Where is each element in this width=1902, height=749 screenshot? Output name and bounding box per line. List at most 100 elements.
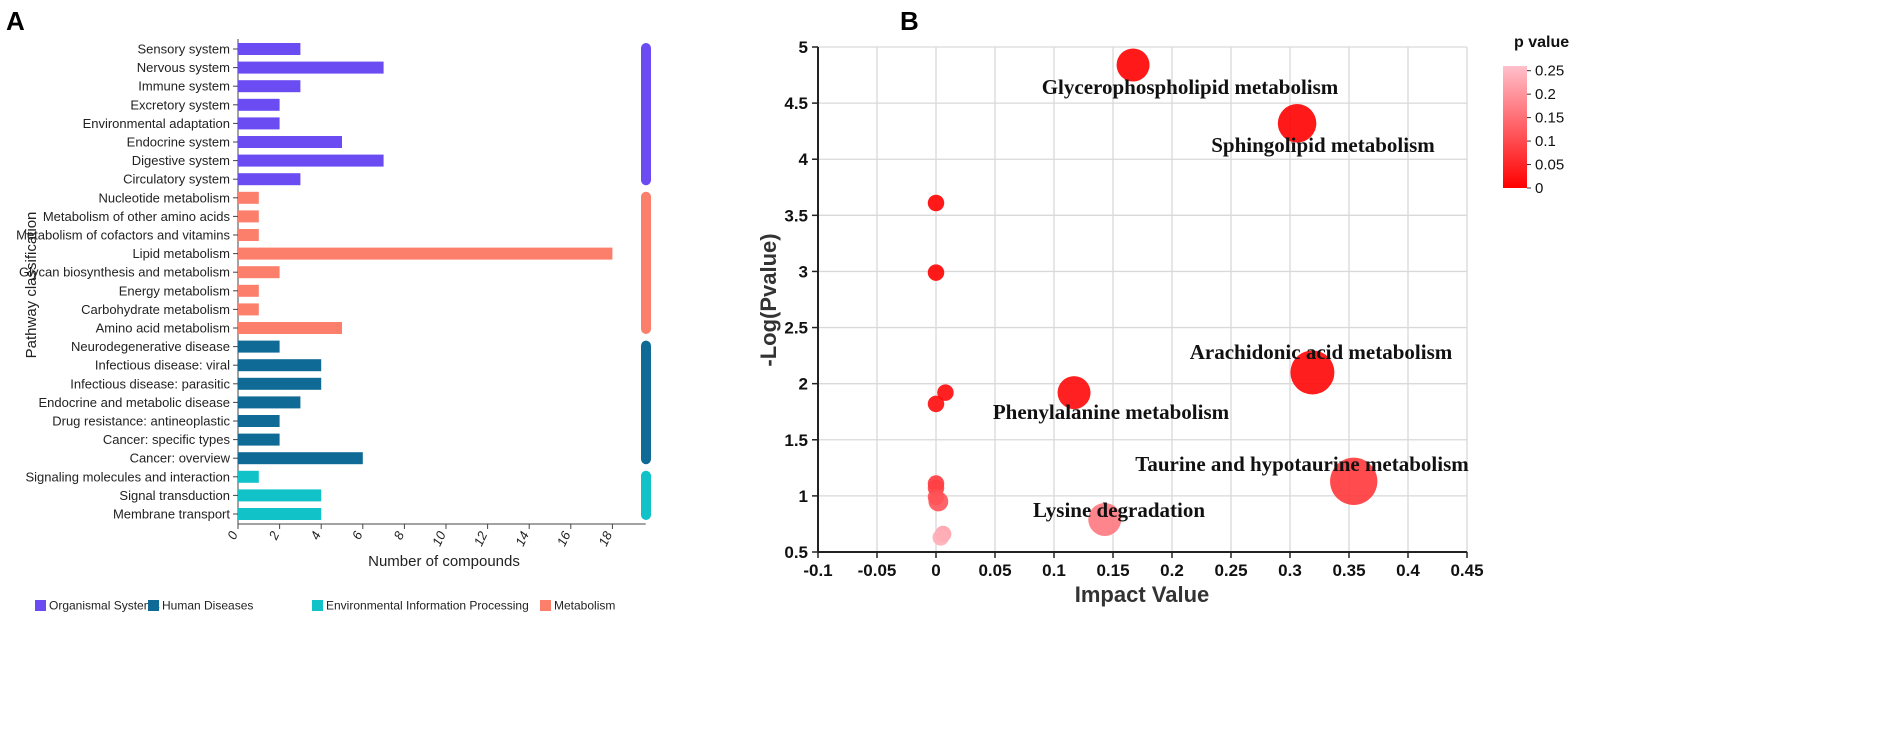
bubble-chart-impact-value: -0.1 -0.05 0 0.05 0.1 0.15 0.2 0.25 0.3 0.35 0.4 0.…: [756, 34, 1569, 607]
bar: [238, 452, 363, 465]
y-axis-title-a: Pathway classification: [23, 212, 40, 359]
bar: [238, 359, 322, 372]
category-label: Environmental adaptation: [83, 116, 230, 131]
x-tick-label-a: 18: [595, 528, 615, 548]
bar: [238, 229, 259, 241]
bar: [238, 322, 342, 334]
category-label: Infectious disease: viral: [95, 358, 230, 373]
colorbar-tick-label: 0: [1535, 180, 1543, 197]
legend-label: Environmental Information Processing: [326, 599, 529, 613]
x-tick-label-b: 0.45: [1450, 561, 1483, 580]
x-tick-label-b: 0.4: [1396, 561, 1420, 580]
bar: [238, 303, 259, 316]
x-tick-label-b: 0.15: [1096, 561, 1129, 580]
bubble: [937, 384, 954, 401]
bar: [238, 396, 301, 409]
colorbar-title: p value: [1514, 34, 1569, 51]
legend-swatch: [35, 600, 46, 611]
category-label: Circulatory system: [123, 172, 230, 187]
bar: [238, 433, 280, 446]
bar: [238, 470, 259, 483]
category-label: Endocrine system: [127, 135, 230, 150]
category-label: Immune system: [138, 79, 230, 94]
panel-a-letter: A: [6, 6, 25, 36]
x-tick-label-a: 0: [224, 528, 241, 542]
bubble: [927, 194, 945, 212]
bar: [238, 154, 384, 167]
group-side-bar: [641, 470, 651, 520]
bar: [238, 284, 259, 297]
bubble: [1116, 48, 1150, 82]
bar: [238, 136, 342, 148]
colorbar-tick-label: 0.2: [1535, 86, 1556, 103]
bar: [238, 508, 322, 520]
bubble: [1088, 502, 1122, 536]
legend-swatch: [148, 600, 159, 611]
bubble-label: Glycerophospholipid metabolism: [1042, 75, 1339, 99]
bubble: [932, 529, 949, 546]
category-label: Neurodegenerative disease: [71, 339, 230, 354]
bar-chart-pathway-classification: Sensory system Nervous system Immune syste…: [16, 39, 651, 613]
category-label: Nervous system: [137, 60, 230, 75]
x-tick-label-b: 0: [931, 561, 940, 580]
x-tick-label-b: -0.05: [858, 561, 897, 580]
colorbar-tick-label: 0.05: [1535, 157, 1564, 174]
x-tick-label-a: 2: [265, 528, 282, 542]
colorbar-tick-label: 0.25: [1535, 63, 1564, 80]
bubble-label: Sphingolipid metabolism: [1211, 133, 1435, 157]
y-tick-label-b: 3: [799, 262, 808, 281]
category-label: Signal transduction: [119, 488, 230, 503]
category-label: Nucleotide metabolism: [98, 190, 230, 205]
bar: [238, 266, 280, 279]
category-label: Endocrine and metabolic disease: [38, 395, 230, 410]
colorbar-tick-label: 0.1: [1535, 133, 1556, 150]
bar: [238, 43, 301, 55]
category-label: Membrane transport: [113, 507, 230, 522]
bar: [238, 210, 259, 223]
y-axis-title-b: -Log(Pvalue): [756, 233, 781, 366]
x-tick-label-a: 12: [471, 528, 491, 548]
category-label: Excretory system: [130, 97, 230, 112]
x-tick-label-b: 0.2: [1160, 561, 1184, 580]
bubble: [928, 491, 949, 512]
category-label: Amino acid metabolism: [96, 321, 230, 336]
bubble-label: Lysine degradation: [1033, 498, 1205, 522]
group-side-bar: [641, 340, 651, 465]
y-tick-label-b: 5: [799, 38, 808, 57]
category-label: Energy metabolism: [119, 283, 230, 298]
y-tick-label-b: 2: [799, 375, 808, 394]
legend-label: Human Diseases: [162, 599, 253, 613]
category-label: Cancer: overview: [130, 451, 231, 466]
bar: [238, 80, 301, 93]
y-tick-label-b: 2.5: [784, 319, 808, 338]
x-tick-label-b: 0.05: [978, 561, 1011, 580]
category-label: Lipid metabolism: [132, 246, 230, 261]
category-label: Glycan biosynthesis and metabolism: [19, 265, 230, 280]
bubble: [1277, 104, 1317, 143]
bar: [238, 98, 280, 111]
category-label: Cancer: specific types: [103, 432, 231, 447]
x-tick-label-a: 4: [307, 529, 324, 542]
legend-label: Organismal Systems: [49, 599, 160, 613]
legend-label: Metabolism: [554, 599, 615, 613]
category-label: Sensory system: [138, 42, 230, 57]
bar: [238, 340, 280, 353]
x-tick-label-b: 0.25: [1214, 561, 1247, 580]
x-tick-label-a: 10: [429, 528, 449, 548]
category-label: Drug resistance: antineoplastic: [52, 414, 230, 429]
y-tick-label-b: 1: [799, 487, 808, 506]
x-tick-label-a: 8: [390, 528, 407, 542]
bubble: [1057, 376, 1091, 410]
x-tick-label-a: 14: [512, 529, 532, 548]
bubble: [927, 395, 945, 413]
colorbar-tick-label: 0.15: [1535, 110, 1564, 127]
y-tick-label-b: 4.5: [784, 94, 808, 113]
x-tick-label-a: 6: [349, 528, 366, 542]
y-tick-label-b: 4: [799, 150, 809, 169]
legend-swatch: [540, 600, 551, 611]
y-tick-label-b: 1.5: [784, 431, 808, 450]
bar: [238, 247, 613, 260]
category-label: Infectious disease: parasitic: [70, 376, 230, 391]
bubble: [1290, 350, 1335, 395]
